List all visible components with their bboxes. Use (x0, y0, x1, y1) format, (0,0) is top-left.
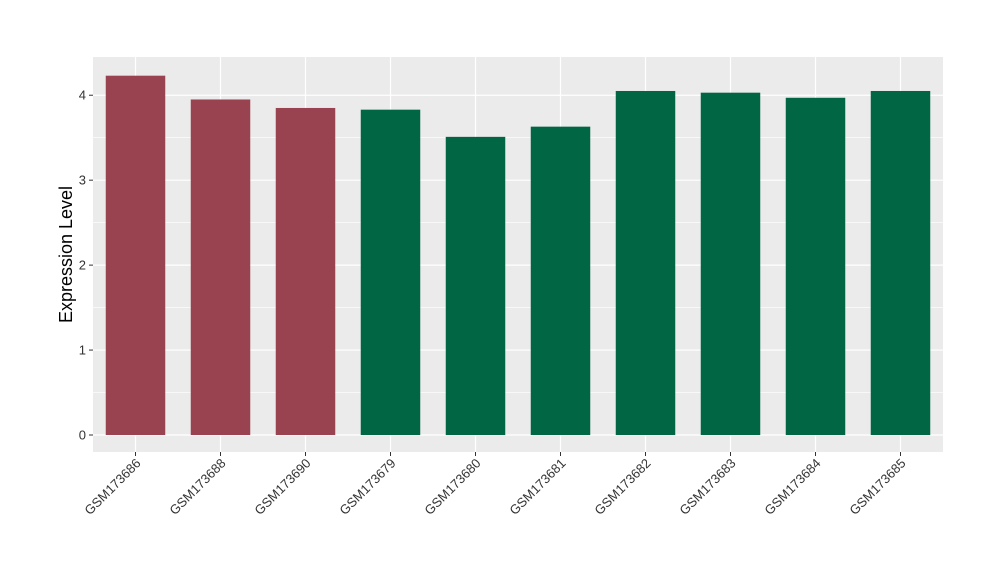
y-axis-title: Expression Level (56, 186, 76, 323)
bar-GSM173684 (785, 97, 846, 436)
bar-GSM173686 (105, 75, 166, 436)
y-tick-label: 0 (79, 428, 86, 443)
x-tick-label: GSM173684 (761, 456, 823, 518)
bar-GSM173685 (870, 90, 931, 436)
bar-GSM173680 (445, 136, 506, 436)
x-axis: GSM173686 GSM173688 GSM173690 GSM173679 GSM1… (81, 452, 909, 518)
y-tick-label: 4 (79, 88, 86, 103)
bar-GSM173688 (190, 99, 251, 436)
x-tick-label: GSM173679 (336, 456, 398, 518)
x-tick-label: GSM173690 (251, 456, 313, 518)
y-tick-label: 3 (79, 173, 86, 188)
bar-GSM173690 (275, 107, 336, 436)
x-tick-label: GSM173688 (166, 456, 228, 518)
x-tick-label: GSM173686 (81, 456, 143, 518)
bars (105, 75, 931, 436)
x-tick-label: GSM173685 (846, 456, 908, 518)
y-tick-label: 1 (79, 343, 86, 358)
y-tick-label: 2 (79, 258, 86, 273)
y-axis: 0 1 2 3 4 (79, 88, 93, 443)
x-tick-label: GSM173683 (676, 456, 738, 518)
x-tick-label: GSM173680 (421, 456, 483, 518)
bar-GSM173681 (530, 126, 591, 436)
bar-GSM173683 (700, 92, 761, 436)
x-tick-label: GSM173682 (591, 456, 653, 518)
x-tick-label: GSM173681 (506, 456, 568, 518)
bar-GSM173679 (360, 109, 421, 436)
bar-GSM173682 (615, 90, 676, 436)
